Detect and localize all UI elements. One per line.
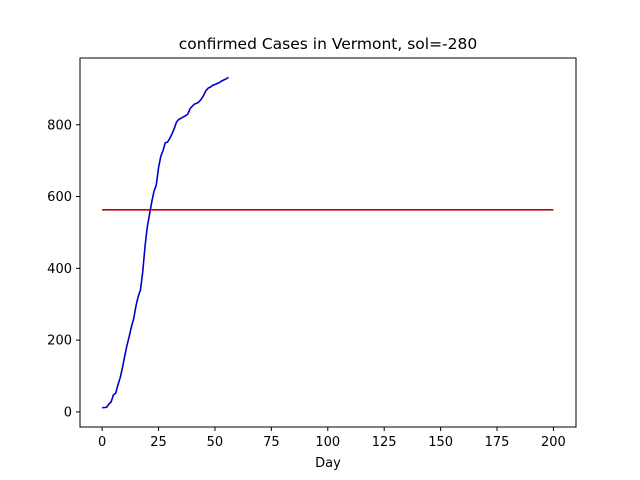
x-tick-label: 25	[150, 435, 167, 450]
x-tick-label: 100	[315, 435, 340, 450]
x-tick-label: 150	[428, 435, 453, 450]
x-axis: 0 25 50 75 100 125 150 175 200	[98, 427, 566, 450]
x-tick-label: 125	[372, 435, 397, 450]
x-tick-label: 75	[263, 435, 280, 450]
series-layer	[102, 76, 554, 409]
y-tick-label: 400	[47, 262, 72, 277]
y-tick-label: 600	[47, 190, 72, 205]
x-axis-label: Day	[315, 456, 341, 471]
series-line-0	[102, 76, 229, 409]
y-axis: 0 200 400 600 800	[47, 118, 80, 420]
chart-title: confirmed Cases in Vermont, sol=-280	[179, 35, 478, 53]
plot-area-frame	[79, 57, 577, 428]
y-tick-label: 800	[47, 118, 72, 133]
x-tick-label: 50	[207, 435, 224, 450]
y-tick-label: 200	[47, 334, 72, 349]
x-tick-label: 0	[98, 435, 106, 450]
y-tick-label: 0	[64, 405, 72, 420]
x-tick-label: 200	[541, 435, 566, 450]
x-tick-label: 175	[485, 435, 510, 450]
